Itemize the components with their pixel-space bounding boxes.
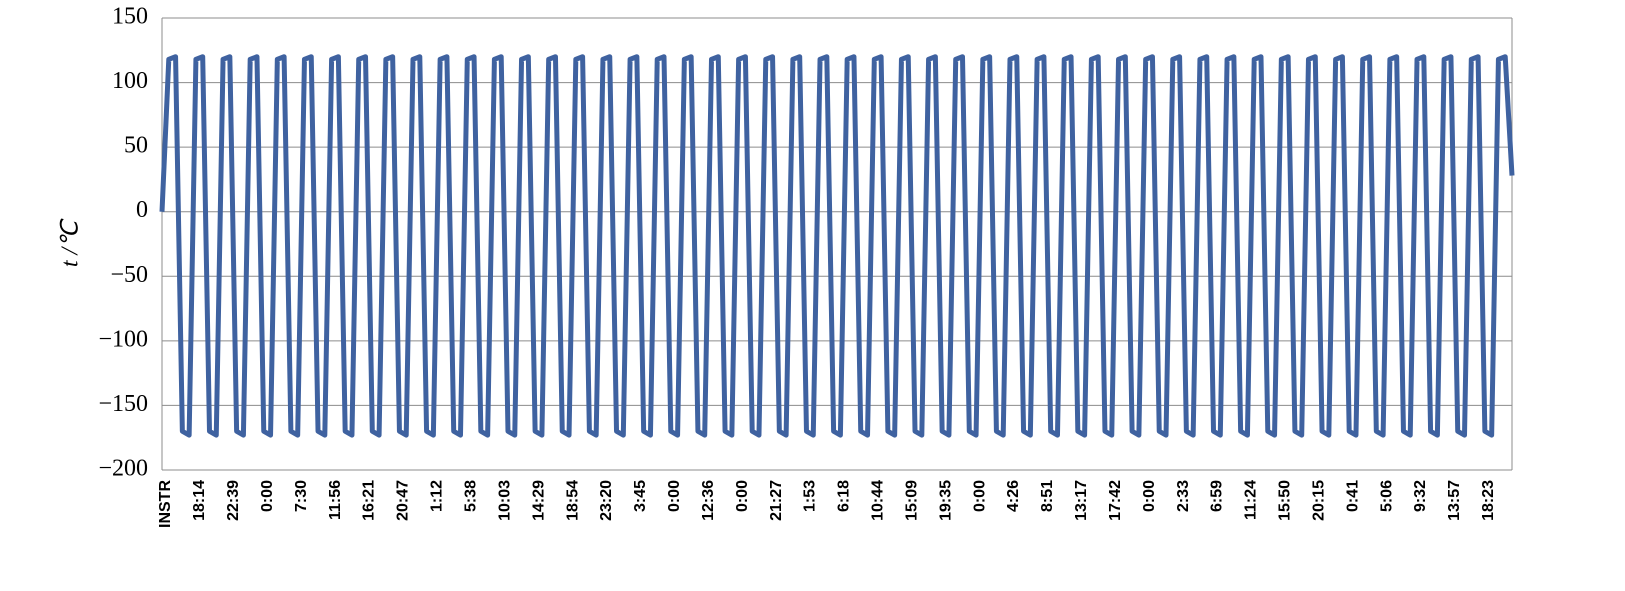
x-tick-label: 6:18 (836, 480, 853, 512)
x-tick-label: 0:41 (1344, 480, 1361, 512)
y-tick-label: 150 (112, 4, 148, 30)
x-tick-label: 0:00 (971, 480, 988, 512)
x-tick-label: 13:57 (1446, 480, 1463, 521)
x-tick-label: 0:00 (1141, 480, 1158, 512)
x-tick-label: 1:53 (802, 480, 819, 512)
x-tick-label: 20:47 (395, 480, 412, 521)
x-tick-label: 5:38 (462, 480, 479, 512)
x-tick-label: 10:03 (496, 480, 513, 521)
x-tick-label: 7:30 (293, 480, 310, 512)
x-tick-label: 5:06 (1378, 480, 1395, 512)
x-tick-label: 0:00 (666, 480, 683, 512)
y-tick-label: −200 (98, 456, 148, 482)
x-tick-label: 19:35 (937, 480, 954, 521)
x-tick-label: 2:33 (1175, 480, 1192, 512)
x-tick-label: 15:09 (903, 480, 920, 521)
x-tick-label: 20:15 (1310, 480, 1327, 521)
x-tick-label: 15:50 (1277, 480, 1294, 521)
x-tick-label: 0:00 (734, 480, 751, 512)
x-tick-label: 22:39 (225, 480, 242, 521)
y-tick-label: 50 (124, 133, 148, 159)
x-tick-label: 8:51 (1039, 480, 1056, 512)
x-tick-label: 18:54 (564, 480, 581, 521)
y-axis-label: t /℃ (58, 218, 84, 267)
y-tick-label: −150 (98, 391, 148, 417)
x-tick-label: 9:32 (1412, 480, 1429, 512)
x-tick-label: 4:26 (1005, 480, 1022, 512)
x-tick-label: 17:42 (1107, 480, 1124, 521)
x-tick-label: 23:20 (598, 480, 615, 521)
x-tick-label: 16:21 (361, 480, 378, 521)
data-line (159, 54, 1515, 438)
x-tick-label: 21:27 (768, 480, 785, 521)
x-tick-label: 10:44 (870, 480, 887, 521)
x-tick-label: 14:29 (530, 480, 547, 521)
x-tick-label: 18:14 (191, 480, 208, 521)
x-tick-label: 11:24 (1243, 480, 1260, 520)
x-tick-label: 11:56 (327, 480, 344, 520)
x-tick-label: 6:59 (1209, 480, 1226, 512)
y-tick-label: −50 (110, 262, 148, 288)
y-tick-label: 0 (136, 197, 148, 223)
x-tick-label: 3:45 (632, 480, 649, 512)
x-tick-label: 13:17 (1073, 480, 1090, 521)
x-tick-label: INSTR (157, 480, 174, 528)
x-tick-label: 1:12 (429, 480, 446, 512)
y-tick-label: −100 (98, 326, 148, 352)
y-tick-label: 100 (112, 68, 148, 94)
x-tick-label: 18:23 (1480, 480, 1497, 521)
x-tick-label: 12:36 (700, 480, 717, 521)
x-tick-label: 0:00 (259, 480, 276, 512)
